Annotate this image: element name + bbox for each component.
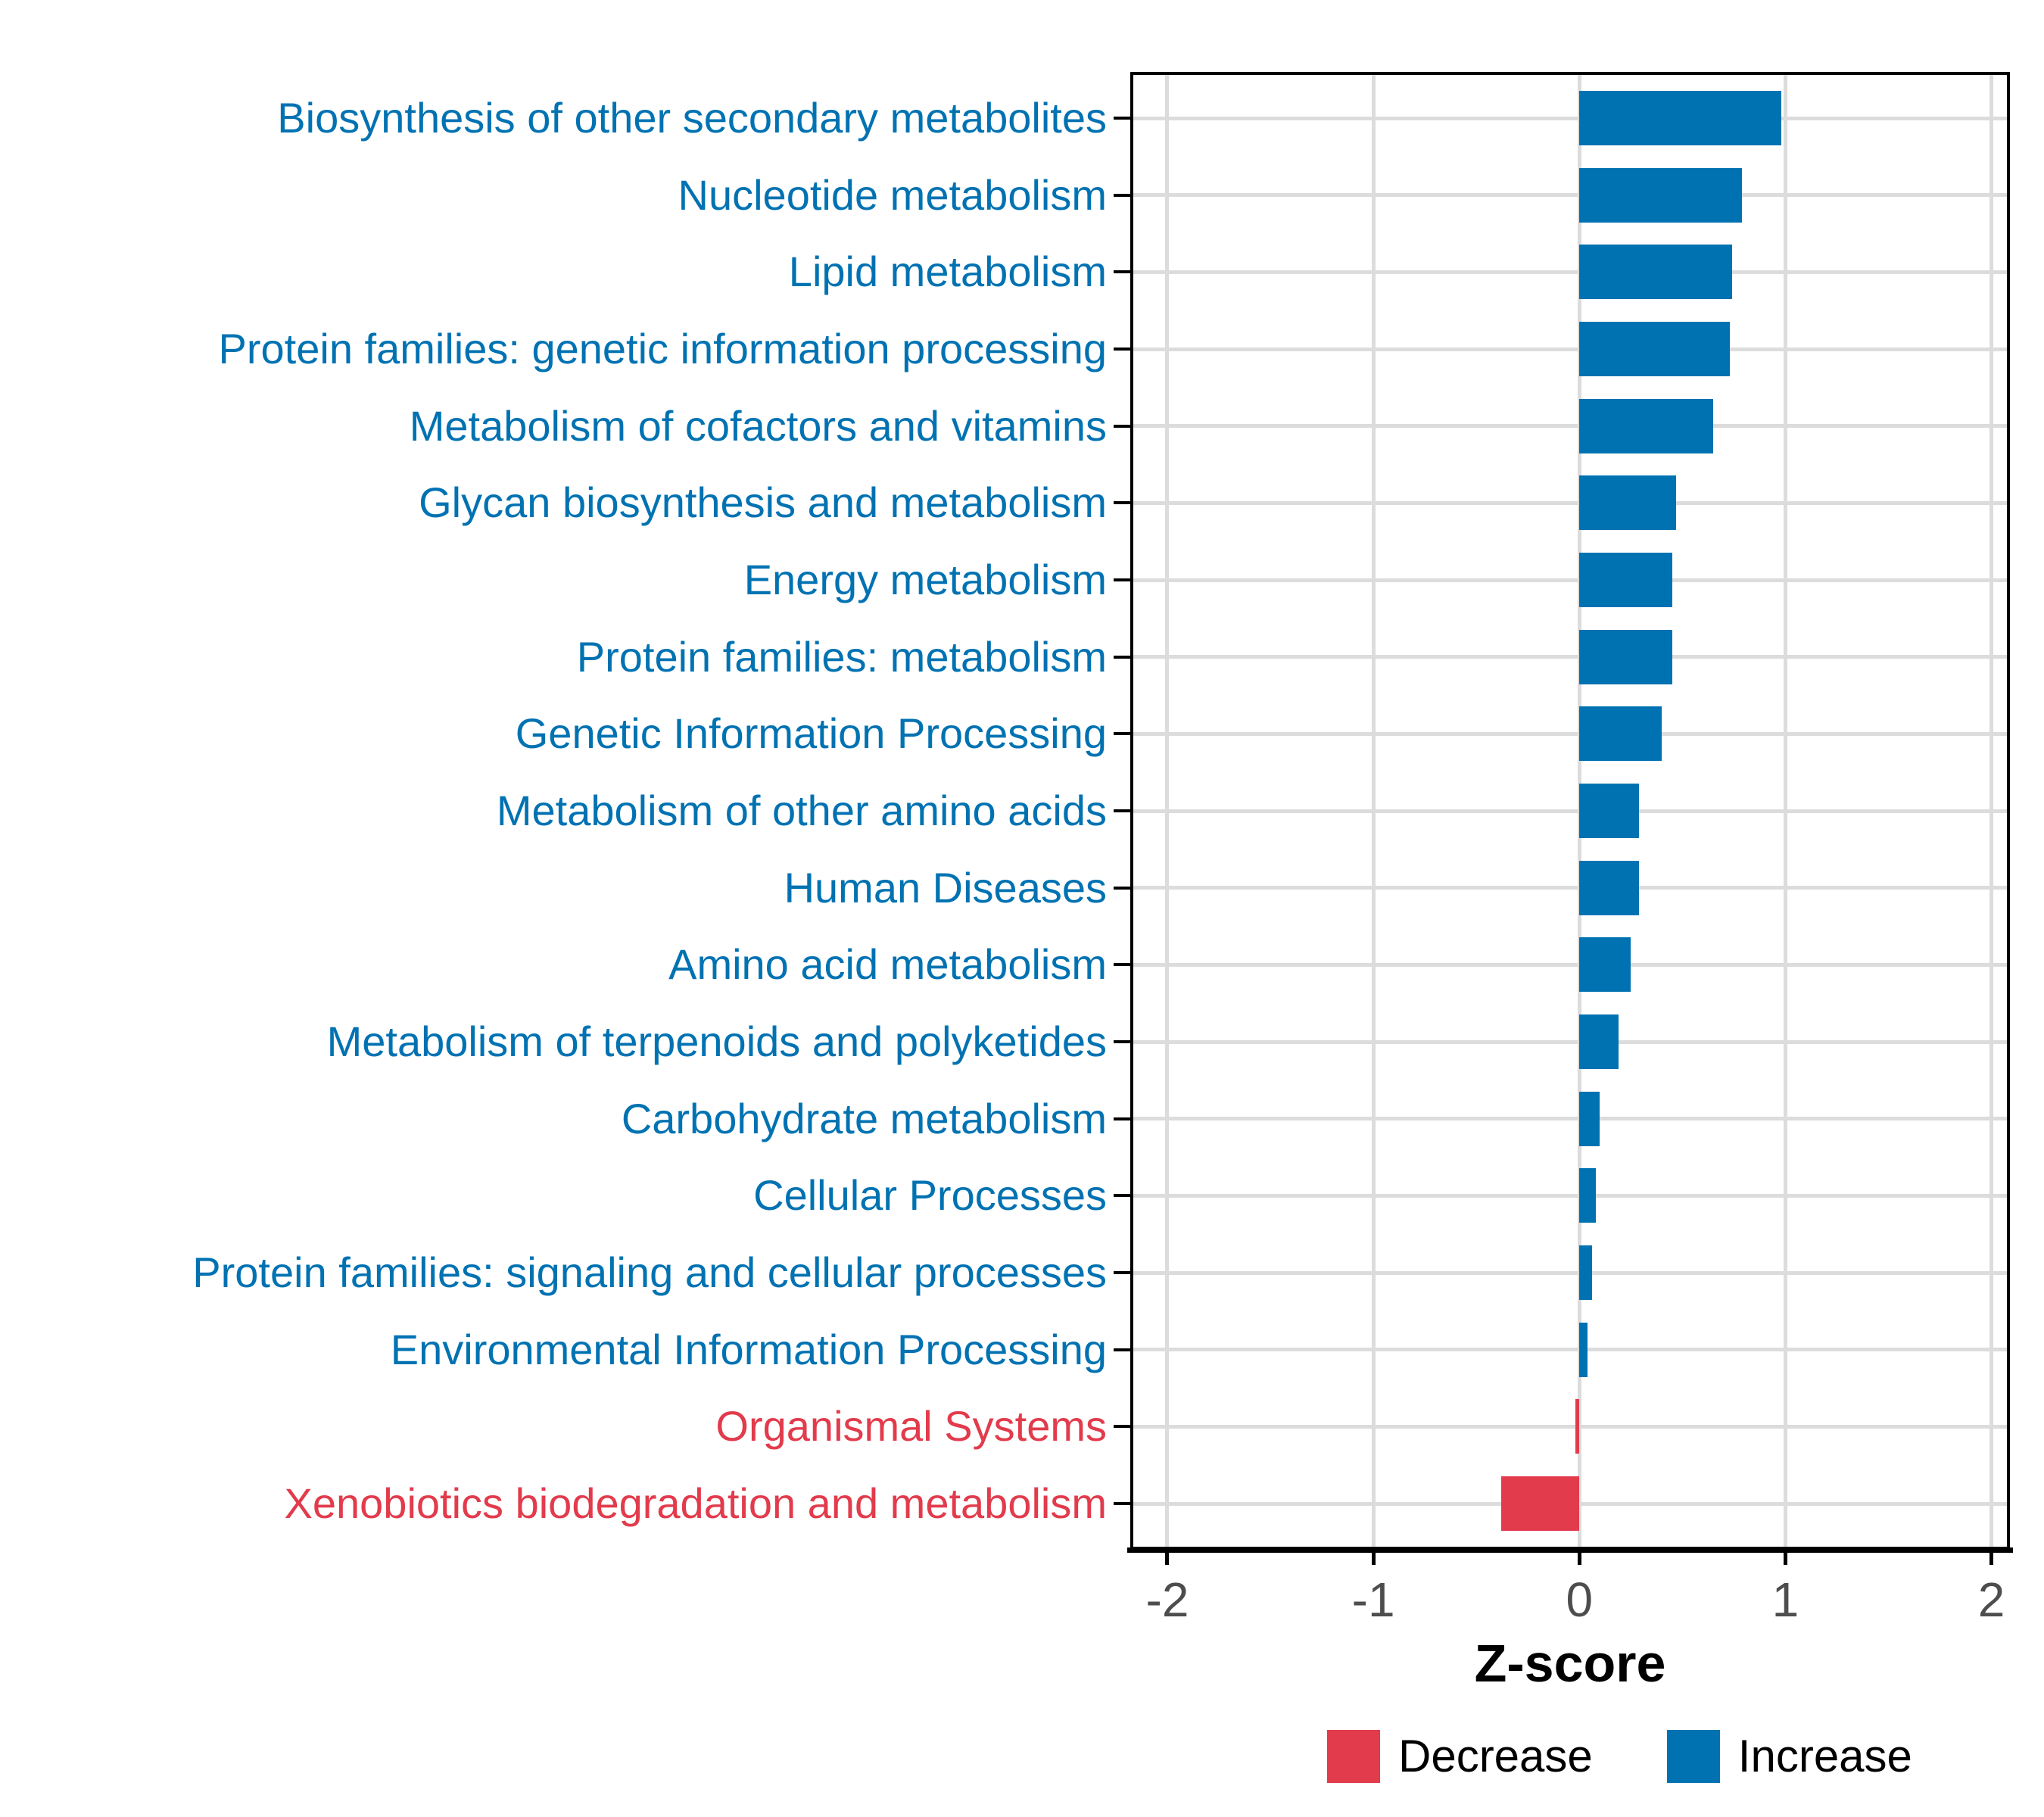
bar bbox=[1579, 91, 1781, 145]
category-label: Xenobiotics biodegradation and metabolis… bbox=[284, 1479, 1107, 1527]
x-tick-mark bbox=[1371, 1550, 1376, 1565]
y-tick-mark bbox=[1114, 270, 1130, 274]
y-tick-mark bbox=[1114, 578, 1130, 581]
category-label: Nucleotide metabolism bbox=[678, 170, 1107, 219]
x-axis-line bbox=[1127, 1547, 2013, 1553]
y-gridline bbox=[1130, 347, 2010, 351]
y-gridline bbox=[1130, 578, 2010, 582]
x-tick-mark bbox=[1577, 1550, 1581, 1565]
bar bbox=[1579, 1091, 1600, 1146]
category-label: Metabolism of other amino acids bbox=[496, 787, 1107, 834]
category-label: Energy metabolism bbox=[743, 556, 1107, 603]
bar bbox=[1579, 553, 1672, 607]
category-label: Biosynthesis of other secondary metaboli… bbox=[277, 94, 1107, 142]
y-gridline bbox=[1130, 886, 2010, 890]
y-gridline bbox=[1130, 1424, 2010, 1429]
y-tick-mark bbox=[1114, 501, 1130, 505]
legend-label-increase: Increase bbox=[1737, 1731, 1912, 1781]
y-tick-mark bbox=[1114, 809, 1130, 812]
category-label: Organismal Systems bbox=[715, 1402, 1107, 1451]
y-tick-mark bbox=[1114, 1348, 1130, 1351]
bar bbox=[1579, 860, 1640, 915]
y-tick-mark bbox=[1114, 1271, 1130, 1274]
category-label: Protein families: genetic information pr… bbox=[218, 325, 1107, 372]
y-gridline bbox=[1130, 424, 2010, 429]
legend-key-increase-swatch bbox=[1666, 1730, 1720, 1783]
y-gridline bbox=[1130, 1039, 2010, 1044]
category-label: Glycan biosynthesis and metabolism bbox=[419, 478, 1107, 527]
category-label: Cellular Processes bbox=[753, 1171, 1107, 1220]
y-tick-mark bbox=[1114, 886, 1130, 890]
category-label: Environmental Information Processing bbox=[390, 1325, 1107, 1373]
bar bbox=[1579, 245, 1732, 300]
bar bbox=[1579, 937, 1631, 993]
x-axis-title: Z-score bbox=[1474, 1634, 1666, 1693]
y-gridline bbox=[1130, 655, 2010, 659]
y-gridline bbox=[1130, 962, 2010, 967]
legend-item-increase: Increase bbox=[1666, 1730, 1912, 1783]
category-label: Metabolism of cofactors and vitamins bbox=[409, 401, 1107, 450]
y-tick-mark bbox=[1114, 732, 1130, 736]
category-label: Genetic Information Processing bbox=[515, 709, 1107, 758]
y-tick-mark bbox=[1114, 655, 1130, 659]
legend: Decrease Increase bbox=[1327, 1730, 1912, 1783]
bar bbox=[1579, 1245, 1592, 1300]
bar bbox=[1579, 629, 1672, 684]
bar bbox=[1579, 784, 1640, 838]
category-label: Carbohydrate metabolism bbox=[621, 1094, 1107, 1142]
x-tick-mark bbox=[1989, 1550, 1993, 1565]
bar bbox=[1500, 1476, 1580, 1531]
x-tick-label: 2 bbox=[1977, 1572, 2005, 1627]
y-tick-mark bbox=[1114, 117, 1130, 120]
category-label: Metabolism of terpenoids and polyketides bbox=[326, 1018, 1107, 1065]
y-gridline bbox=[1130, 731, 2010, 736]
y-gridline bbox=[1130, 1270, 2010, 1275]
y-tick-mark bbox=[1114, 1194, 1130, 1198]
bar bbox=[1579, 398, 1714, 453]
y-tick-mark bbox=[1114, 1117, 1130, 1120]
y-tick-mark bbox=[1114, 963, 1130, 967]
legend-item-decrease: Decrease bbox=[1327, 1730, 1593, 1783]
y-gridline bbox=[1130, 1117, 2010, 1121]
x-tick-label: -1 bbox=[1351, 1572, 1395, 1627]
legend-key-decrease-swatch bbox=[1327, 1730, 1380, 1783]
bar bbox=[1579, 322, 1730, 376]
bar bbox=[1579, 475, 1677, 531]
category-label: Protein families: signaling and cellular… bbox=[192, 1248, 1107, 1296]
y-tick-mark bbox=[1114, 348, 1130, 351]
y-gridline bbox=[1130, 1348, 2010, 1352]
y-gridline bbox=[1130, 270, 2010, 274]
legend-label-decrease: Decrease bbox=[1398, 1731, 1593, 1781]
y-gridline bbox=[1130, 116, 2010, 120]
y-tick-mark bbox=[1114, 424, 1130, 428]
y-gridline bbox=[1130, 193, 2010, 198]
x-tick-label: -2 bbox=[1145, 1572, 1189, 1627]
y-tick-mark bbox=[1114, 193, 1130, 197]
x-tick-label: 0 bbox=[1566, 1572, 1594, 1627]
y-gridline bbox=[1130, 809, 2010, 813]
x-tick-mark bbox=[1165, 1550, 1170, 1565]
bar bbox=[1575, 1399, 1580, 1454]
bar bbox=[1579, 1014, 1619, 1069]
category-label: Human Diseases bbox=[784, 863, 1107, 912]
x-tick-mark bbox=[1783, 1550, 1787, 1565]
bar bbox=[1579, 706, 1662, 762]
bar bbox=[1579, 1168, 1596, 1223]
y-gridline bbox=[1130, 1193, 2010, 1198]
x-tick-label: 1 bbox=[1771, 1572, 1799, 1627]
category-label: Amino acid metabolism bbox=[668, 940, 1107, 989]
bar bbox=[1579, 1322, 1588, 1377]
y-tick-mark bbox=[1114, 1502, 1130, 1505]
y-gridline bbox=[1130, 500, 2010, 505]
category-label: Protein families: metabolism bbox=[576, 632, 1107, 681]
category-label: Lipid metabolism bbox=[788, 248, 1107, 296]
bar bbox=[1579, 167, 1743, 223]
y-tick-mark bbox=[1114, 1425, 1130, 1429]
y-tick-mark bbox=[1114, 1040, 1130, 1043]
